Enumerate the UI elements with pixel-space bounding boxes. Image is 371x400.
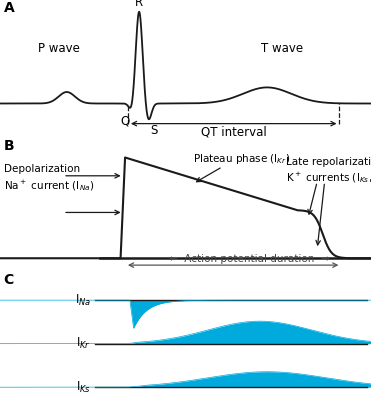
Text: A: A	[4, 1, 14, 15]
Text: C: C	[4, 273, 14, 287]
Text: R: R	[135, 0, 143, 9]
Text: ←  Action potential duration  →: ← Action potential duration →	[169, 254, 330, 264]
Text: P wave: P wave	[39, 42, 80, 55]
Text: B: B	[4, 139, 14, 153]
Text: I$_{Ks}$: I$_{Ks}$	[76, 380, 91, 395]
Text: S: S	[150, 124, 158, 137]
Text: QT interval: QT interval	[201, 126, 267, 139]
Text: T wave: T wave	[261, 42, 303, 55]
Text: Plateau phase (I$_{Kr}$): Plateau phase (I$_{Kr}$)	[193, 152, 290, 166]
Text: I$_{Kr}$: I$_{Kr}$	[76, 336, 91, 351]
Text: Depolarization
Na$^+$ current (I$_{Na}$): Depolarization Na$^+$ current (I$_{Na}$)	[4, 164, 94, 193]
Text: Late repolarization
K$^+$ currents (I$_{Ks}$, I$_{Kr}$): Late repolarization K$^+$ currents (I$_{…	[286, 158, 371, 186]
Text: I$_{Na}$: I$_{Na}$	[75, 293, 91, 308]
Text: Q: Q	[121, 115, 130, 128]
